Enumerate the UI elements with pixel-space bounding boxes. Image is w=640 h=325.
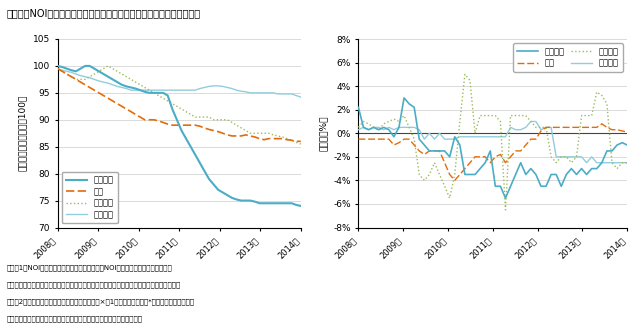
Text: 出所）各投資法人の開示資料をもとに三井住友トラスト基礎研究所作成: 出所）各投資法人の開示資料をもとに三井住友トラスト基礎研究所作成 (6, 316, 143, 322)
Text: （前期や前々期に比べて持分の変動があった物件や取得後３期以内の物件は除く）: （前期や前々期に比べて持分の変動があった物件や取得後３期以内の物件は除く） (6, 282, 180, 288)
Y-axis label: 指数（前回ピーク時＝100）: 指数（前回ピーク時＝100） (18, 95, 27, 172)
Text: 図表５　NOIの推移（左：前回ピーク時からの累積変化、右：前期比）: 図表５ NOIの推移（左：前回ピーク時からの累積変化、右：前期比） (6, 8, 200, 18)
Text: 注）　1．NOIは、各物件における直近決算期のNOI合計を前期と比較した数値。: 注） 1．NOIは、各物件における直近決算期のNOI合計を前期と比較した数値。 (6, 265, 172, 271)
Legend: オフィス, 住宅, 都心商業, 郊外商業: オフィス, 住宅, 都心商業, 郊外商業 (62, 172, 118, 223)
Y-axis label: 前期比（%）: 前期比（%） (319, 115, 328, 151)
Legend: オフィス, 住宅, 都心商業, 郊外商業: オフィス, 住宅, 都心商業, 郊外商業 (513, 43, 623, 72)
Text: 2．累積変化は、当月の指数＝前月の指数×（1＋当月の前期比）*、として計算した値。: 2．累積変化は、当月の指数＝前月の指数×（1＋当月の前期比）*、として計算した値… (6, 299, 195, 305)
